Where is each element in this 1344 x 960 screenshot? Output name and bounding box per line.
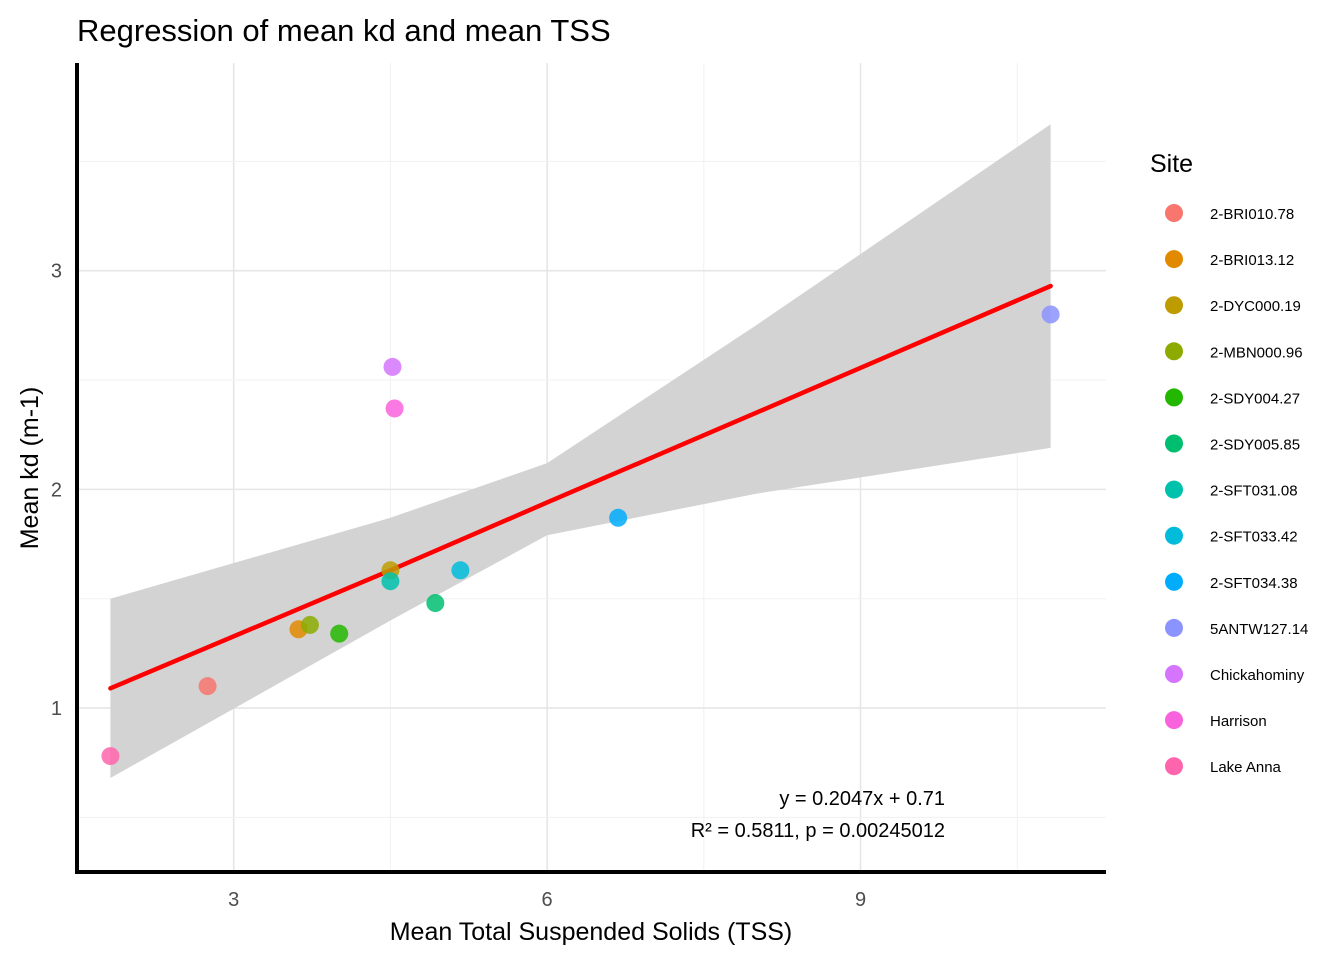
x-axis-label: Mean Total Suspended Solids (TSS) bbox=[390, 918, 793, 946]
legend-item: Chickahominy bbox=[1165, 665, 1305, 684]
legend-key bbox=[1165, 480, 1183, 499]
legend-item: Lake Anna bbox=[1165, 757, 1282, 776]
data-point bbox=[385, 399, 404, 418]
legend-item: 2-MBN000.96 bbox=[1165, 342, 1303, 361]
y-axis-label: Mean kd (m-1) bbox=[16, 387, 44, 550]
legend-label: 2-BRI013.12 bbox=[1210, 252, 1294, 269]
y-tick-label: 1 bbox=[51, 698, 62, 720]
legend-item: 2-DYC000.19 bbox=[1165, 296, 1301, 315]
confidence-band bbox=[110, 124, 1051, 778]
data-point bbox=[451, 561, 470, 580]
legend-key bbox=[1165, 250, 1183, 269]
legend-item: 5ANTW127.14 bbox=[1165, 618, 1308, 638]
data-points bbox=[101, 305, 1060, 766]
legend-key bbox=[1165, 665, 1183, 683]
legend-key bbox=[1165, 757, 1183, 776]
legend-item: 2-SFT034.38 bbox=[1165, 572, 1298, 592]
legend-item: 2-BRI010.78 bbox=[1165, 204, 1294, 223]
data-point bbox=[381, 572, 400, 591]
legend-key bbox=[1165, 572, 1183, 591]
legend-label: Chickahominy bbox=[1210, 667, 1305, 684]
chart-title: Regression of mean kd and mean TSS bbox=[77, 13, 611, 48]
legend-key bbox=[1165, 342, 1183, 361]
regression-line bbox=[108, 283, 1053, 691]
legend-label: Lake Anna bbox=[1210, 759, 1282, 776]
legend-key bbox=[1165, 204, 1183, 222]
legend-key bbox=[1165, 388, 1183, 407]
legend-label: 2-SDY004.27 bbox=[1210, 390, 1300, 407]
data-point bbox=[383, 357, 402, 376]
data-point bbox=[198, 677, 217, 696]
x-tick-label: 6 bbox=[542, 889, 553, 911]
axes bbox=[75, 63, 1106, 874]
data-point bbox=[101, 747, 120, 766]
legend-item: 2-SDY005.85 bbox=[1165, 434, 1300, 454]
legend-label: 2-SFT034.38 bbox=[1210, 575, 1298, 592]
legend-key bbox=[1165, 526, 1183, 545]
legend-key bbox=[1165, 434, 1183, 453]
legend-label: 2-MBN000.96 bbox=[1210, 344, 1303, 361]
data-point bbox=[426, 594, 445, 613]
x-tick-label: 3 bbox=[228, 889, 239, 911]
legend-label: 2-SFT033.42 bbox=[1210, 529, 1298, 546]
legend-key bbox=[1165, 618, 1183, 637]
legend-label: Harrison bbox=[1210, 713, 1267, 730]
regression-stats: R² = 0.5811, p = 0.00245012 bbox=[691, 820, 945, 842]
data-point bbox=[330, 624, 349, 643]
confidence-band-area bbox=[110, 124, 1051, 778]
legend-label: 2-DYC000.19 bbox=[1210, 298, 1301, 315]
legend-label: 5ANTW127.14 bbox=[1210, 621, 1308, 638]
data-point bbox=[300, 615, 319, 634]
regression-fit-line bbox=[108, 283, 1053, 691]
y-tick-label: 3 bbox=[51, 261, 62, 283]
legend-label: 2-SFT031.08 bbox=[1210, 483, 1298, 500]
legend-key bbox=[1165, 296, 1183, 315]
legend-key bbox=[1165, 711, 1183, 730]
legend-title: Site bbox=[1150, 150, 1193, 178]
x-tick-label: 9 bbox=[855, 889, 866, 911]
legend-item: 2-SDY004.27 bbox=[1165, 388, 1300, 407]
y-tick-label: 2 bbox=[51, 479, 62, 501]
legend-item: 2-SFT031.08 bbox=[1165, 480, 1298, 500]
legend-label: 2-BRI010.78 bbox=[1210, 206, 1294, 223]
regression-equation: y = 0.2047x + 0.71 bbox=[779, 788, 945, 810]
legend-item: 2-SFT033.42 bbox=[1165, 526, 1298, 546]
legend-label: 2-SDY005.85 bbox=[1210, 437, 1300, 454]
data-point bbox=[1041, 305, 1060, 324]
legend-item: Harrison bbox=[1165, 711, 1267, 730]
legend-item: 2-BRI013.12 bbox=[1165, 250, 1294, 269]
data-point bbox=[609, 508, 628, 527]
legend: 2-BRI010.78 2-BRI013.12 2-DYC000.19 2-MBN00… bbox=[1165, 204, 1308, 776]
